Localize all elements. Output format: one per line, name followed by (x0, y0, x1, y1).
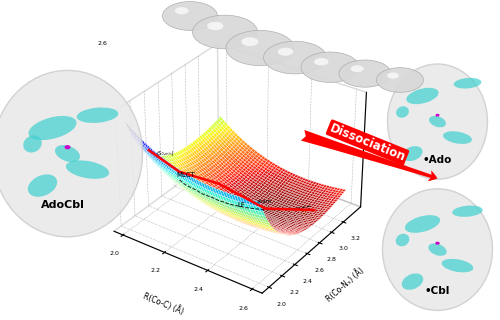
Ellipse shape (396, 106, 409, 118)
Ellipse shape (454, 78, 481, 89)
Ellipse shape (429, 116, 446, 127)
Ellipse shape (242, 37, 258, 46)
Ellipse shape (406, 88, 438, 104)
X-axis label: R(Co-C) (Å): R(Co-C) (Å) (142, 291, 185, 316)
Ellipse shape (382, 189, 492, 310)
Ellipse shape (0, 70, 142, 237)
Ellipse shape (436, 242, 440, 245)
Ellipse shape (192, 15, 258, 49)
Text: Dissociation: Dissociation (328, 121, 407, 164)
Ellipse shape (402, 273, 423, 290)
Ellipse shape (452, 205, 482, 217)
Ellipse shape (55, 145, 80, 162)
Ellipse shape (162, 2, 218, 30)
Ellipse shape (64, 145, 70, 149)
Ellipse shape (226, 30, 294, 66)
Ellipse shape (278, 48, 293, 56)
Ellipse shape (339, 60, 391, 87)
Ellipse shape (76, 108, 118, 123)
Ellipse shape (314, 58, 328, 66)
Ellipse shape (387, 73, 399, 79)
Ellipse shape (207, 22, 224, 30)
Y-axis label: R(Co-Nₓ) (Å): R(Co-Nₓ) (Å) (324, 265, 366, 303)
Ellipse shape (28, 174, 57, 197)
Ellipse shape (23, 135, 42, 153)
Ellipse shape (264, 41, 326, 74)
Text: •Ado: •Ado (423, 155, 452, 165)
Ellipse shape (301, 52, 359, 82)
Ellipse shape (396, 234, 409, 246)
Ellipse shape (388, 64, 488, 179)
Ellipse shape (350, 65, 364, 72)
Text: AdoCbl: AdoCbl (40, 200, 84, 210)
Ellipse shape (436, 114, 440, 116)
Ellipse shape (402, 146, 422, 161)
Ellipse shape (442, 259, 474, 272)
Text: •Cbl: •Cbl (425, 286, 450, 296)
Ellipse shape (405, 215, 440, 233)
Ellipse shape (443, 131, 472, 144)
Ellipse shape (66, 160, 109, 179)
Ellipse shape (28, 116, 76, 140)
Ellipse shape (428, 244, 446, 256)
Ellipse shape (376, 68, 424, 92)
Text: 2.6: 2.6 (97, 41, 107, 46)
Ellipse shape (175, 7, 188, 14)
